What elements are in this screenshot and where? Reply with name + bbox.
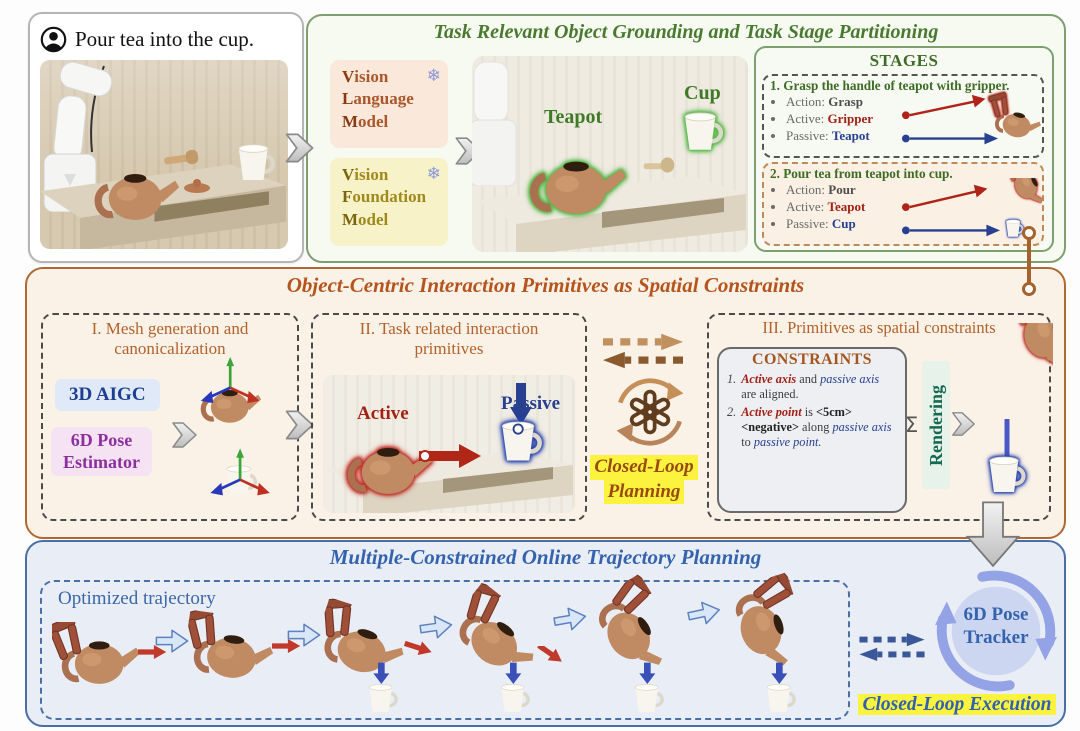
interaction-primitives-card: II. Task related interaction primitives … [311, 313, 587, 521]
pouring-render-graphic [961, 323, 1053, 515]
constraint-item-2: 2. Active point is <5cm> <negative> alon… [727, 405, 892, 449]
stage-2-bullets: Action: Pour Active: Teapot Passive: Cup [786, 182, 1036, 233]
user-command-header: Pour tea into the cup. [40, 22, 292, 56]
6d-pose-estimator-badge: 6D Pose Estimator [51, 427, 152, 477]
primitives-scene-image: Active Passive [323, 375, 575, 513]
optimized-trajectory-label: Optimized trajectory [58, 588, 216, 609]
passive-cup-graphic [495, 419, 545, 465]
teapot-graphic-outlined [518, 138, 636, 226]
active-point-arrow [404, 640, 432, 655]
grounded-scene-image: Teapot Cup [472, 56, 748, 252]
down-arrow [965, 501, 1021, 568]
primitives-section-title: Object-Centric Interaction Primitives as… [286, 273, 805, 297]
trajectory-cup [633, 662, 664, 714]
card3-heading: III. Primitives as spatial constraints [762, 318, 996, 337]
vlm-line: Model [342, 111, 389, 131]
stage-2-graphic [901, 178, 1042, 238]
grounding-section-title: Task Relevant Object Grounding and Task … [433, 21, 939, 43]
stage-2-card: 2. Pour tea from teapot into cup. Action… [762, 162, 1044, 246]
cup-graphic [232, 142, 278, 184]
stage-1-card: 1. Grasp the handle of teapot with gripp… [762, 74, 1044, 158]
trajectory-cup [499, 662, 530, 714]
constraint-item-1: 1. Active axis and passive axis are alig… [727, 372, 880, 401]
mallet-graphic [164, 149, 199, 165]
teapot-label: Teapot [544, 106, 603, 128]
active-point-arrow [138, 644, 167, 660]
section-connector [1022, 226, 1036, 296]
robot-arm-graphic [472, 61, 517, 186]
card1-heading: I. Mesh generation and canonicalization [91, 319, 249, 358]
trajectory-cup [367, 662, 398, 714]
teapot-graphic [84, 152, 188, 232]
stage-2-heading: 2. Pour tea from teapot into cup. [770, 166, 953, 181]
stage-1-heading: 1. Grasp the handle of teapot with gripp… [770, 78, 1010, 93]
spatial-constraints-card: III. Primitives as spatial constraints C… [707, 313, 1051, 521]
active-point-arrow [537, 646, 562, 662]
chevron-right-blue-icon [287, 623, 321, 647]
mallet-graphic [643, 157, 675, 173]
snowflake-icon: ❄ [426, 66, 441, 86]
closed-loop-execution-label: Closed-Loop Execution [851, 694, 1063, 716]
trajectory-frame-2 [184, 616, 284, 706]
chevron-right-blue-icon [552, 604, 588, 634]
vfm-line: Model [342, 209, 389, 229]
mesh-generation-card: I. Mesh generation and canonicalization … [41, 313, 299, 521]
lid-graphic [184, 179, 210, 193]
trajectory-frame-1 [52, 622, 152, 712]
vision-foundation-model-box: ❄ Vision Foundation Model [330, 158, 448, 246]
person-icon [40, 26, 67, 52]
rendering-badge: Rendering [922, 361, 950, 489]
snowflake-icon: ❄ [426, 164, 441, 184]
3d-aigc-badge: 3D AIGC [55, 379, 160, 411]
active-axis-arrow [419, 444, 481, 468]
grounding-section: Task Relevant Object Grounding and Task … [306, 14, 1066, 263]
teapot-axes-graphic [199, 355, 295, 439]
active-label: Active [357, 403, 409, 424]
llm-loop-icon [616, 378, 684, 446]
closed-loop-planning-label: Closed-Loop Planning [579, 455, 709, 505]
primitives-section: Object-Centric Interaction Primitives as… [25, 267, 1066, 539]
chevron-right-blue-icon [155, 629, 189, 653]
user-command-panel: Pour tea into the cup. [28, 12, 304, 263]
vfm-line: Foundation [342, 187, 427, 207]
cup-graphic-outlined [678, 110, 726, 154]
pose-tracker-loop-icon [934, 570, 1058, 692]
vfm-line: Vision [342, 165, 389, 184]
active-point-arrow [272, 638, 301, 654]
optimized-trajectory-panel: Optimized trajectory [40, 580, 850, 720]
trajectory-section: Multiple-Constrained Online Trajectory P… [25, 540, 1066, 727]
stage-1-bullets: Action: Grasp Active: Gripper Passive: T… [786, 94, 1036, 145]
trajectory-cup [765, 662, 796, 714]
vision-language-model-box: ❄ Vision Language Model [330, 60, 448, 148]
chevron-right-icon [285, 133, 314, 163]
constraints-title: CONSTRAINTS [752, 351, 872, 368]
card2-heading: II. Task related interaction primitives [359, 319, 539, 358]
stage-1-graphic [901, 91, 1042, 145]
dashed-double-arrow [603, 333, 683, 369]
pose-tracker-label: 6D Pose Tracker [963, 604, 1029, 648]
cup-axes-graphic [209, 447, 272, 497]
chevron-right-blue-icon [418, 613, 454, 641]
table-graphic [476, 176, 746, 252]
user-command-text: Pour tea into the cup. [75, 26, 255, 51]
constraints-panel: CONSTRAINTS 1. Active axis and passive a… [717, 347, 907, 513]
trajectory-section-title: Multiple-Constrained Online Trajectory P… [329, 545, 762, 569]
dashed-double-arrow-blue [859, 632, 925, 662]
stages-title: STAGES [869, 51, 939, 70]
passive-axis-arrow [510, 383, 532, 425]
stages-panel: STAGES 1. Grasp the handle of teapot wit… [754, 46, 1054, 252]
sigma-symbol: Σ [905, 413, 919, 437]
cup-label: Cup [684, 82, 721, 104]
vlm-line: Language [342, 89, 414, 109]
vlm-line: Vision [342, 67, 389, 86]
robot-scene-photo [40, 60, 288, 249]
